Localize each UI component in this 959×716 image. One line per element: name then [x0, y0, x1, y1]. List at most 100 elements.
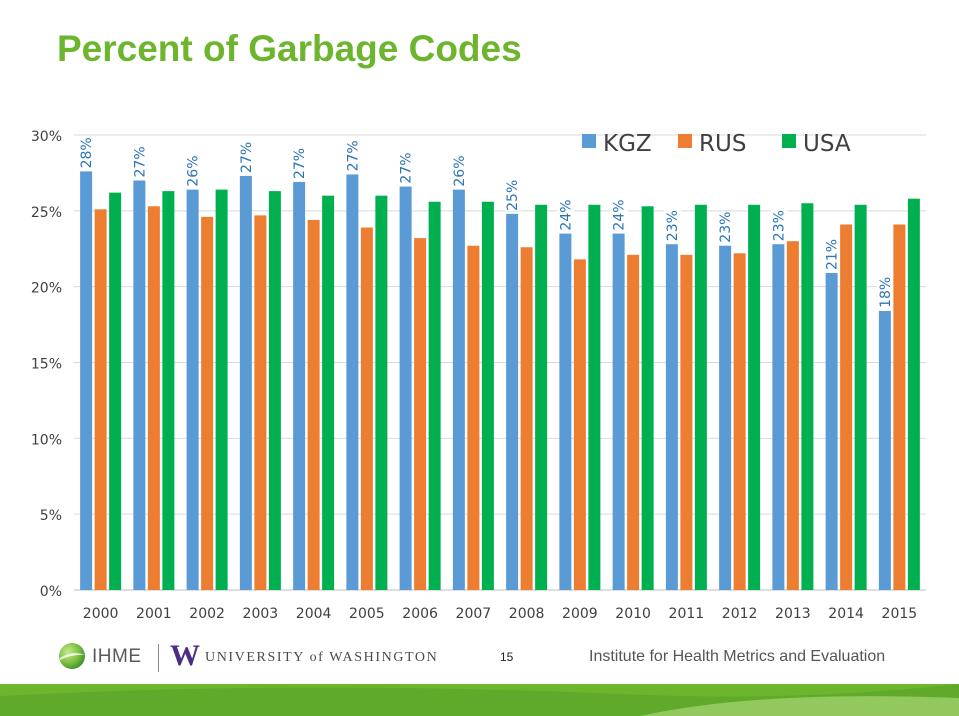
bar-rus	[573, 259, 586, 590]
y-tick-label: 20%	[31, 281, 62, 297]
data-label-bg	[131, 146, 149, 178]
x-tick-label: 2001	[136, 606, 172, 622]
bar-usa	[322, 195, 335, 590]
uw-text: UNIVERSITY of WASHINGTON	[205, 650, 439, 665]
data-label: 26%	[186, 155, 202, 186]
bar-usa	[535, 204, 548, 590]
y-tick-label: 30%	[31, 129, 62, 145]
data-label-bg	[663, 210, 681, 242]
data-label: 23%	[718, 212, 734, 243]
slide-title: Percent of Garbage Codes	[57, 28, 522, 69]
bar-kgz	[506, 213, 519, 590]
data-label-bg	[78, 137, 96, 169]
bar-kgz	[612, 233, 625, 591]
y-tick-label: 0%	[40, 584, 62, 600]
data-label: 25%	[505, 180, 521, 211]
legend-swatch-rus	[678, 134, 692, 148]
data-label-bg	[237, 141, 255, 173]
y-tick-label: 5%	[40, 508, 62, 524]
bar-usa	[428, 201, 441, 590]
data-label-bg	[184, 155, 202, 187]
bar-rus	[467, 245, 480, 590]
data-label-bg	[504, 179, 522, 211]
data-label: 21%	[825, 239, 841, 270]
data-label: 18%	[878, 277, 894, 308]
data-label: 27%	[132, 146, 148, 177]
bar-usa	[215, 189, 228, 590]
bar-kgz	[665, 244, 678, 590]
bar-kgz	[346, 174, 359, 590]
x-tick-label: 2005	[349, 606, 385, 622]
bar-rus	[893, 224, 906, 590]
data-label: 26%	[452, 155, 468, 186]
x-tick-label: 2007	[456, 606, 492, 622]
x-tick-label: 2002	[189, 606, 225, 622]
data-label-bg	[450, 155, 468, 187]
bar-rus	[254, 215, 267, 590]
data-label-bg	[717, 211, 735, 243]
ihme-logo-icon	[59, 643, 85, 669]
institute-text: Institute for Health Metrics and Evaluat…	[589, 648, 886, 665]
legend-swatch-usa	[782, 134, 796, 148]
x-tick-label: 2011	[669, 606, 705, 622]
bar-kgz	[559, 233, 572, 591]
data-label-bg	[823, 239, 841, 271]
x-tick-label: 2010	[615, 606, 651, 622]
legend-swatch-kgz	[582, 134, 596, 148]
x-tick-label: 2004	[296, 606, 332, 622]
data-label: 27%	[399, 152, 415, 183]
data-label-bg	[770, 210, 788, 242]
x-tick-label: 2014	[828, 606, 864, 622]
data-label: 27%	[239, 142, 255, 173]
x-tick-label: 2015	[882, 606, 918, 622]
ihme-text: IHME	[92, 646, 142, 667]
bar-usa	[694, 204, 707, 590]
footer: IHME W UNIVERSITY of WASHINGTON 15 Insti…	[0, 636, 959, 680]
bar-kgz	[80, 171, 93, 590]
x-tick-label: 2008	[509, 606, 545, 622]
y-tick-label: 15%	[31, 357, 62, 373]
bar-kgz	[825, 273, 838, 590]
bar-rus	[733, 253, 746, 591]
legend-label: KGZ	[603, 131, 652, 157]
data-label-bg	[291, 148, 309, 180]
x-tick-label: 2009	[562, 606, 598, 622]
legend-label: USA	[803, 131, 851, 157]
y-tick-label: 25%	[31, 205, 62, 221]
data-label-bg	[344, 140, 362, 172]
y-tick-label: 10%	[31, 432, 62, 448]
bar-kgz	[719, 245, 732, 590]
bar-rus	[627, 254, 640, 591]
bar-rus	[360, 227, 373, 590]
bar-rus	[786, 241, 799, 590]
bar-kgz	[186, 189, 199, 590]
bar-rus	[147, 206, 160, 591]
bar-rus	[307, 219, 320, 590]
bar-kgz	[239, 175, 252, 590]
bar-usa	[907, 198, 920, 590]
bar-usa	[375, 195, 388, 590]
bar-rus	[94, 209, 107, 591]
bar-usa	[481, 201, 494, 590]
x-tick-label: 2000	[83, 606, 119, 622]
bar-usa	[641, 206, 654, 591]
bar-rus	[414, 238, 427, 590]
bar-usa	[801, 203, 814, 590]
data-label-bg	[876, 276, 894, 308]
bar-usa	[748, 204, 761, 590]
bar-usa	[588, 204, 601, 590]
data-label-bg	[397, 152, 415, 184]
bar-rus	[520, 247, 533, 590]
bar-chart: 0% 5% 10% 15% 20% 25% 30% 28% 2000 27% 2001 26% 2002…	[31, 129, 926, 622]
bar-rus	[680, 254, 693, 591]
legend-label: RUS	[699, 131, 746, 157]
bar-usa	[268, 191, 281, 590]
data-label: 24%	[612, 199, 628, 230]
data-label-bg	[610, 199, 628, 231]
bar-kgz	[293, 182, 306, 590]
bar-usa	[162, 191, 175, 590]
data-label: 24%	[558, 199, 574, 230]
x-tick-label: 2012	[722, 606, 758, 622]
data-label: 23%	[665, 210, 681, 241]
bar-usa	[854, 204, 867, 590]
